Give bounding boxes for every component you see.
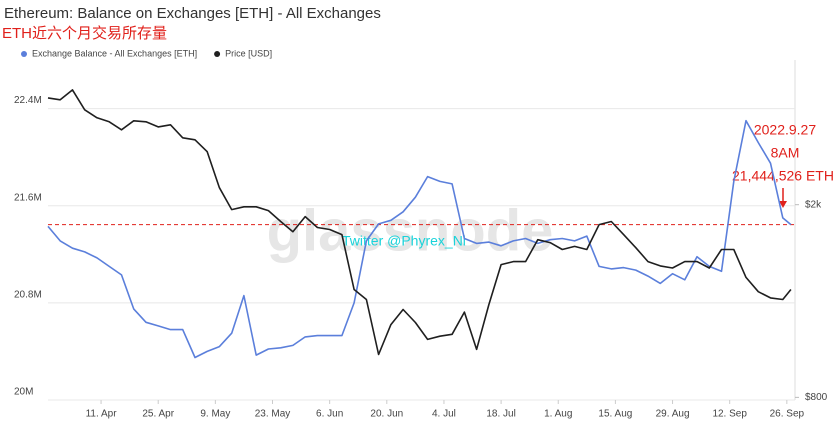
- series-line: [47, 89, 792, 356]
- x-tick-label: 29. Aug: [656, 409, 690, 420]
- x-tick-label: 25. Apr: [142, 409, 174, 420]
- y2-tick-label: $800: [805, 392, 828, 403]
- credit: Twitter @Phyrex_Ni: [342, 233, 466, 249]
- x-tick-label: 11. Apr: [86, 409, 118, 420]
- x-tick-label: 26. Sep: [770, 409, 805, 420]
- annotation-arrowhead: [779, 201, 787, 208]
- chart-title: Ethereum: Balance on Exchanges [ETH] - A…: [4, 5, 381, 22]
- x-tick-label: 6. Jun: [316, 409, 343, 420]
- legend-swatch: [214, 51, 221, 57]
- x-tick-label: 4. Jul: [432, 409, 456, 420]
- y-tick-label: 21.6M: [14, 192, 42, 203]
- y-tick-label: 20M: [14, 387, 33, 398]
- watermark: glassnode: [267, 198, 554, 263]
- x-tick-label: 23. May: [255, 409, 291, 420]
- y-tick-label: 20.8M: [14, 289, 42, 300]
- y2-tick-label: $2k: [805, 199, 822, 210]
- annotation-text: 2022.9.27: [754, 122, 816, 138]
- annotation-text: 8AM: [771, 145, 800, 161]
- x-tick-label: 1. Aug: [544, 409, 572, 420]
- legend-label: Exchange Balance - All Exchanges [ETH]: [32, 48, 197, 58]
- legend-swatch: [21, 51, 27, 57]
- chart-subtitle: ETH近六个月交易所存量: [2, 24, 167, 42]
- annotation-text: 21,444,526 ETH: [732, 168, 834, 184]
- x-tick-label: 9. May: [200, 409, 230, 420]
- x-tick-label: 18. Jul: [486, 409, 515, 420]
- x-tick-label: 12. Sep: [712, 409, 747, 420]
- x-tick-label: 15. Aug: [598, 409, 632, 420]
- x-tick-label: 20. Jun: [370, 409, 403, 420]
- series-line: [47, 119, 792, 359]
- y-tick-label: 22.4M: [14, 95, 42, 106]
- legend-label: Price [USD]: [225, 48, 272, 58]
